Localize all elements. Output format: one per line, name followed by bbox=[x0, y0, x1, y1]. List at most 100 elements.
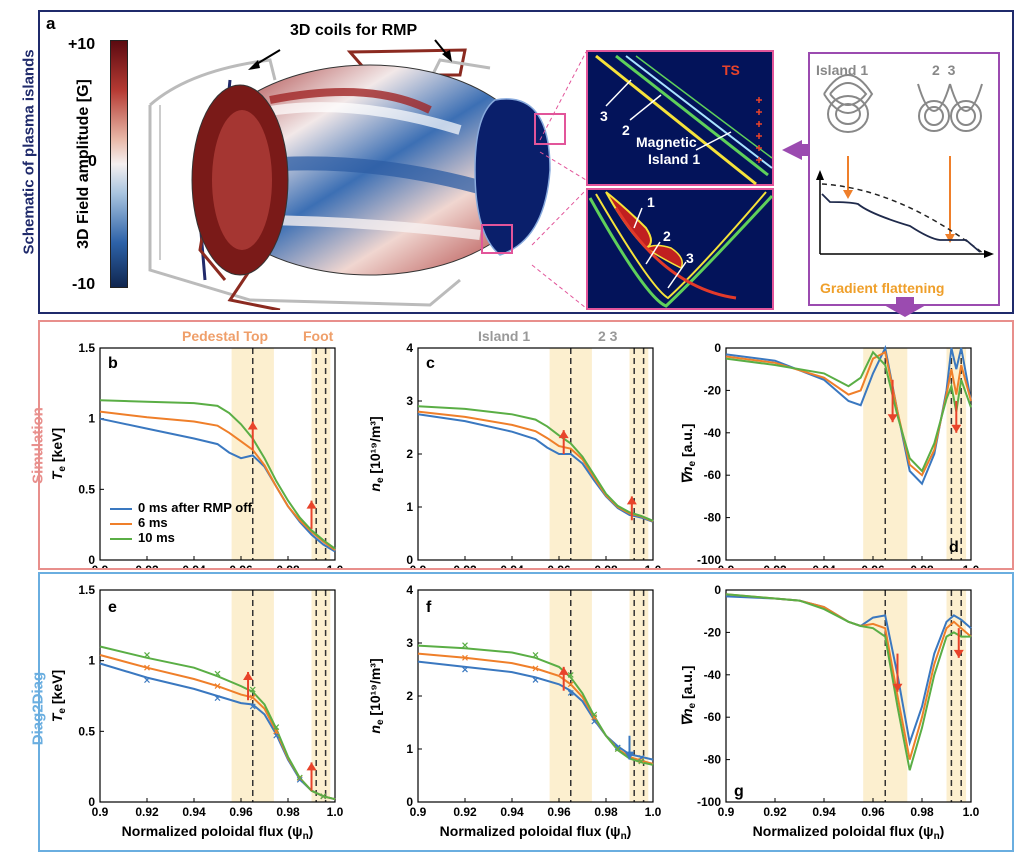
xtick-label-4: 0.98 bbox=[910, 563, 934, 568]
series-line-2 bbox=[99, 645, 336, 801]
xtick-label-2: 0.94 bbox=[182, 563, 206, 568]
simulation-box bbox=[38, 320, 1014, 570]
arrow-head-0 bbox=[558, 430, 569, 439]
panel-a bbox=[38, 10, 1014, 314]
ytick-label-2: -60 bbox=[704, 710, 722, 724]
xtick-label-1: 0.92 bbox=[453, 805, 477, 819]
xtick-label-3: 0.96 bbox=[547, 563, 571, 568]
plot-frame bbox=[417, 347, 654, 561]
zoom-lower-label-3: 3 bbox=[686, 250, 694, 266]
series-line-2 bbox=[417, 405, 654, 522]
data-point bbox=[296, 774, 303, 781]
series-line-0 bbox=[417, 660, 654, 761]
label-pedestal-top: Pedestal Top bbox=[182, 328, 269, 344]
data-point bbox=[320, 793, 327, 800]
arrow-head-1 bbox=[951, 424, 962, 433]
legend-item-2: 10 ms bbox=[110, 530, 252, 545]
data-point bbox=[591, 711, 598, 718]
xtick-label-3: 0.96 bbox=[229, 563, 253, 568]
xtick-label-5: 1.0 bbox=[963, 563, 980, 568]
ytick-label-2: 2 bbox=[406, 689, 413, 703]
data-point bbox=[614, 744, 621, 751]
colorbar bbox=[110, 40, 128, 288]
zoom-lower bbox=[586, 188, 774, 310]
xtick-label-5: 1.0 bbox=[645, 563, 662, 568]
band-foot bbox=[311, 348, 331, 560]
band-foot bbox=[629, 590, 649, 802]
ytick-label-0: 0 bbox=[406, 553, 413, 567]
label-island1: Island 1 bbox=[478, 328, 531, 344]
xtick-label-0: 0.9 bbox=[92, 563, 109, 568]
ylabel: Te [keV] bbox=[49, 428, 68, 480]
series-line-0 bbox=[725, 595, 972, 747]
inset-caption: Gradient flattening bbox=[820, 280, 945, 296]
island-schematic bbox=[816, 74, 994, 258]
xtick-label-1: 0.92 bbox=[763, 805, 787, 819]
label-foot: Foot bbox=[303, 328, 334, 344]
legend-item-0: 0 ms after RMP off bbox=[110, 500, 252, 515]
chart-b: 0 0.5 1 1.5 0.9 0.92 0.94 0.96 0.98 1.0 Te [keV] b bbox=[49, 341, 344, 568]
data-point bbox=[591, 718, 598, 725]
series-line-0 bbox=[417, 413, 654, 523]
zoom-upper bbox=[586, 50, 774, 186]
data-point bbox=[296, 776, 303, 783]
data-point bbox=[273, 732, 280, 739]
panel-letter: c bbox=[426, 355, 435, 372]
xtick-label-2: 0.94 bbox=[182, 805, 206, 819]
xtick-label-2: 0.94 bbox=[500, 563, 524, 568]
arrow-head-1 bbox=[624, 751, 635, 760]
xtick-label-0: 0.9 bbox=[718, 563, 735, 568]
series-line-1 bbox=[99, 410, 336, 551]
xtick-label-0: 0.9 bbox=[410, 805, 427, 819]
plot-frame bbox=[725, 589, 972, 803]
data-point bbox=[249, 686, 256, 693]
xtick-label-3: 0.96 bbox=[861, 805, 885, 819]
xlabel: Normalized poloidal flux (ψn) bbox=[440, 823, 632, 842]
label-island23: 2 3 bbox=[598, 328, 618, 344]
inset-island23: 2 3 bbox=[932, 62, 956, 78]
inset-island1: Island 1 bbox=[816, 62, 869, 78]
chart-f: 0 1 2 3 4 0.9 0.92 0.94 0.96 0.98 1.0 ne [10¹⁹/m³] f… bbox=[367, 583, 662, 842]
xtick-label-5: 1.0 bbox=[327, 563, 344, 568]
ytick-label-3: -40 bbox=[704, 426, 722, 440]
xtick-label-1: 0.92 bbox=[135, 805, 159, 819]
cb-mid: 0 bbox=[88, 153, 97, 170]
arrow-head-1 bbox=[953, 649, 964, 658]
ytick-label-0: 0 bbox=[406, 795, 413, 809]
ytick-label-3: 3 bbox=[406, 636, 413, 650]
xtick-label-0: 0.9 bbox=[410, 563, 427, 568]
legend-label-0: 0 ms after RMP off bbox=[138, 500, 252, 515]
legend-label-2: 10 ms bbox=[138, 530, 175, 545]
panel-letter: b bbox=[108, 355, 118, 372]
zoom-lower-label-2: 2 bbox=[663, 228, 671, 244]
ylabel: ne [10¹⁹/m³] bbox=[367, 416, 386, 491]
data-point bbox=[532, 652, 539, 658]
zoom-upper-island2: Island 1 bbox=[648, 151, 701, 167]
xtick-label-2: 0.94 bbox=[500, 805, 524, 819]
zoom-lower-label-1: 1 bbox=[647, 194, 655, 210]
data-point bbox=[567, 681, 574, 688]
zoom-upper-island: Magnetic bbox=[636, 134, 697, 150]
data-point bbox=[614, 746, 621, 752]
chart-c: 0 1 2 3 4 0.9 0.92 0.94 0.96 0.98 1.0 ne [10¹⁹/m³] c bbox=[367, 341, 662, 568]
data-point bbox=[144, 677, 150, 684]
ylabel: ∇ne [a.u.] bbox=[679, 666, 698, 727]
xtick-label-4: 0.98 bbox=[594, 563, 618, 568]
panel-letter: g bbox=[734, 783, 744, 800]
data-point bbox=[144, 664, 150, 671]
xtick-label-1: 0.92 bbox=[453, 563, 477, 568]
coils-label: 3D coils for RMP bbox=[290, 22, 418, 39]
panel-letter: f bbox=[426, 599, 432, 616]
data-point bbox=[532, 677, 539, 683]
ylabel: ∇ne [a.u.] bbox=[679, 424, 698, 485]
data-point bbox=[144, 652, 150, 658]
ytick-label-0: 0 bbox=[88, 553, 95, 567]
data-point bbox=[273, 728, 280, 735]
data-point bbox=[249, 694, 256, 701]
xlabel: Normalized poloidal flux (ψn) bbox=[753, 823, 945, 842]
xtick-label-5: 1.0 bbox=[963, 805, 980, 819]
chart-e: 0 0.5 1 1.5 0.9 0.92 0.94 0.96 0.98 1.0 Te [keV] e N… bbox=[49, 583, 344, 842]
data-point bbox=[567, 690, 574, 696]
ytick-label-0: -100 bbox=[697, 553, 721, 567]
xtick-label-5: 1.0 bbox=[327, 805, 344, 819]
